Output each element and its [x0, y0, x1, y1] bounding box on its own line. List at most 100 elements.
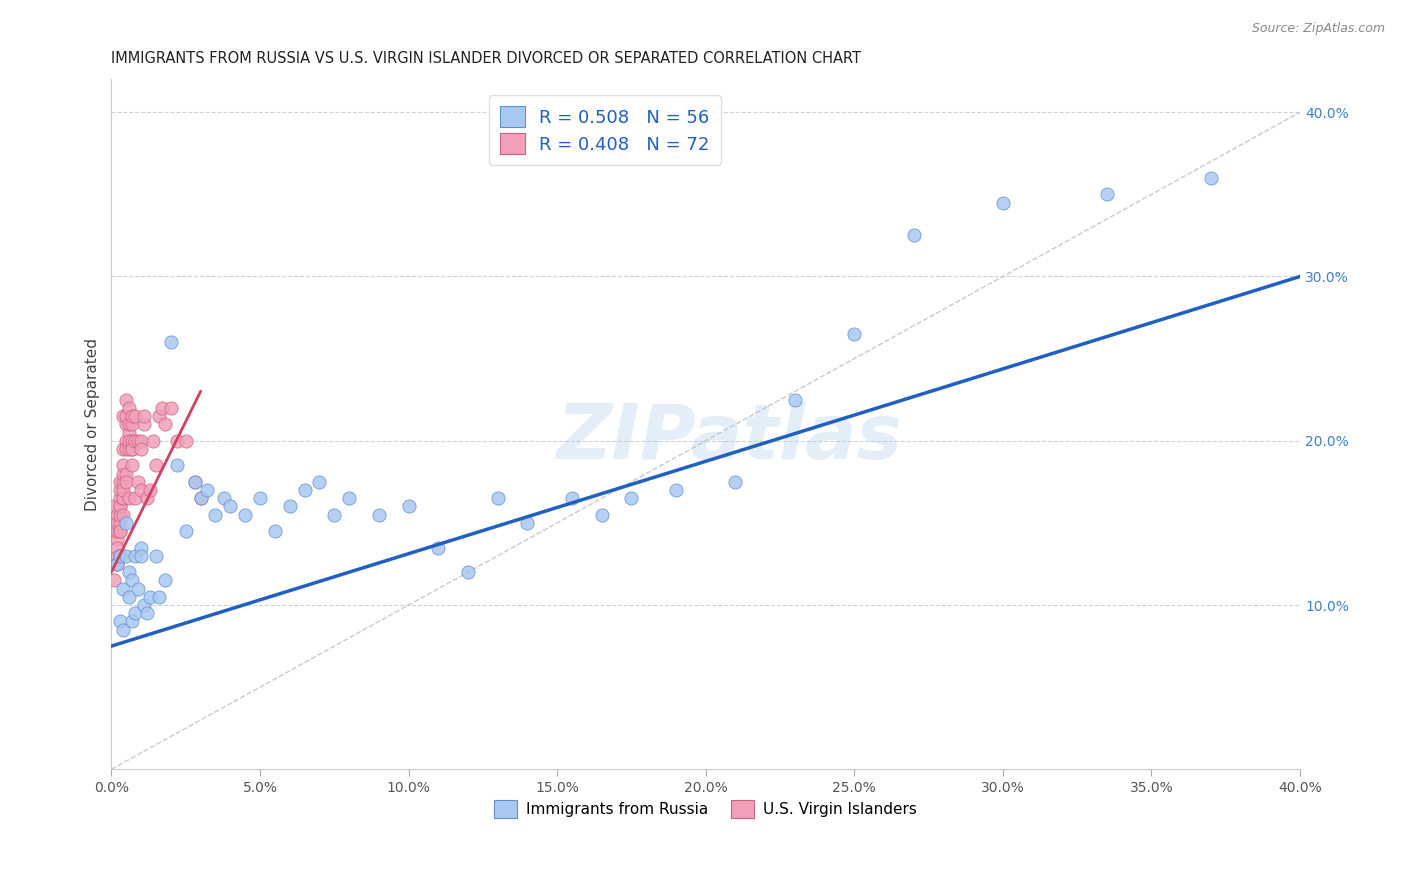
Point	[105, 508, 128, 522]
Point	[115, 417, 138, 432]
Text: Source: ZipAtlas.com: Source: ZipAtlas.com	[1251, 22, 1385, 36]
Point	[132, 417, 155, 432]
Point	[129, 434, 152, 448]
Point	[121, 574, 143, 588]
Point	[112, 483, 135, 497]
Point	[118, 425, 141, 440]
Point	[112, 582, 135, 596]
Point	[132, 598, 155, 612]
Y-axis label: Divorced or Separated: Divorced or Separated	[86, 338, 100, 511]
Point	[115, 392, 138, 407]
Point	[724, 475, 747, 489]
Point	[115, 467, 138, 481]
Point	[110, 500, 132, 514]
Point	[278, 500, 301, 514]
Point	[118, 401, 141, 415]
Point	[115, 475, 138, 489]
Point	[323, 508, 346, 522]
Point	[110, 549, 132, 563]
Point	[115, 516, 138, 530]
Point	[112, 475, 135, 489]
Point	[110, 549, 132, 563]
Point	[145, 458, 167, 473]
Point	[118, 590, 141, 604]
Point	[844, 326, 866, 341]
Point	[145, 549, 167, 563]
Point	[110, 508, 132, 522]
Point	[121, 615, 143, 629]
Point	[118, 565, 141, 579]
Point	[190, 491, 212, 506]
Point	[132, 409, 155, 423]
Point	[124, 409, 146, 423]
Point	[127, 582, 149, 596]
Point	[166, 434, 188, 448]
Point	[129, 541, 152, 555]
Point	[124, 491, 146, 506]
Point	[112, 491, 135, 506]
Point	[148, 409, 170, 423]
Point	[118, 442, 141, 456]
Point	[129, 483, 152, 497]
Point	[105, 516, 128, 530]
Point	[115, 409, 138, 423]
Point	[903, 228, 925, 243]
Point	[166, 458, 188, 473]
Point	[337, 491, 360, 506]
Point	[233, 508, 256, 522]
Point	[112, 442, 135, 456]
Point	[121, 458, 143, 473]
Point	[105, 541, 128, 555]
Point	[136, 491, 159, 506]
Point	[136, 606, 159, 620]
Point	[665, 483, 688, 497]
Point	[139, 590, 162, 604]
Point	[150, 401, 173, 415]
Point	[183, 475, 205, 489]
Point	[112, 458, 135, 473]
Text: IMMIGRANTS FROM RUSSIA VS U.S. VIRGIN ISLANDER DIVORCED OR SEPARATED CORRELATION: IMMIGRANTS FROM RUSSIA VS U.S. VIRGIN IS…	[111, 51, 862, 66]
Point	[110, 483, 132, 497]
Point	[148, 590, 170, 604]
Point	[118, 491, 141, 506]
Point	[103, 524, 125, 538]
Point	[124, 549, 146, 563]
Point	[183, 475, 205, 489]
Point	[110, 491, 132, 506]
Point	[1199, 170, 1222, 185]
Point	[195, 483, 218, 497]
Point	[121, 442, 143, 456]
Text: ZIPatlas: ZIPatlas	[557, 401, 903, 475]
Point	[160, 335, 183, 350]
Point	[561, 491, 583, 506]
Point	[105, 533, 128, 547]
Point	[263, 524, 285, 538]
Point	[112, 467, 135, 481]
Legend: Immigrants from Russia, U.S. Virgin Islanders: Immigrants from Russia, U.S. Virgin Isla…	[488, 794, 924, 823]
Point	[174, 434, 197, 448]
Point	[294, 483, 316, 497]
Point	[112, 508, 135, 522]
Point	[620, 491, 643, 506]
Point	[121, 434, 143, 448]
Point	[427, 541, 450, 555]
Point	[115, 442, 138, 456]
Point	[190, 491, 212, 506]
Point	[457, 565, 479, 579]
Point	[105, 549, 128, 563]
Point	[1095, 187, 1118, 202]
Point	[127, 434, 149, 448]
Point	[219, 500, 242, 514]
Point	[783, 392, 806, 407]
Point	[204, 508, 226, 522]
Point	[112, 409, 135, 423]
Point	[124, 434, 146, 448]
Point	[124, 606, 146, 620]
Point	[121, 409, 143, 423]
Point	[153, 574, 176, 588]
Point	[486, 491, 509, 506]
Point	[110, 516, 132, 530]
Point	[105, 557, 128, 571]
Point	[115, 549, 138, 563]
Point	[214, 491, 236, 506]
